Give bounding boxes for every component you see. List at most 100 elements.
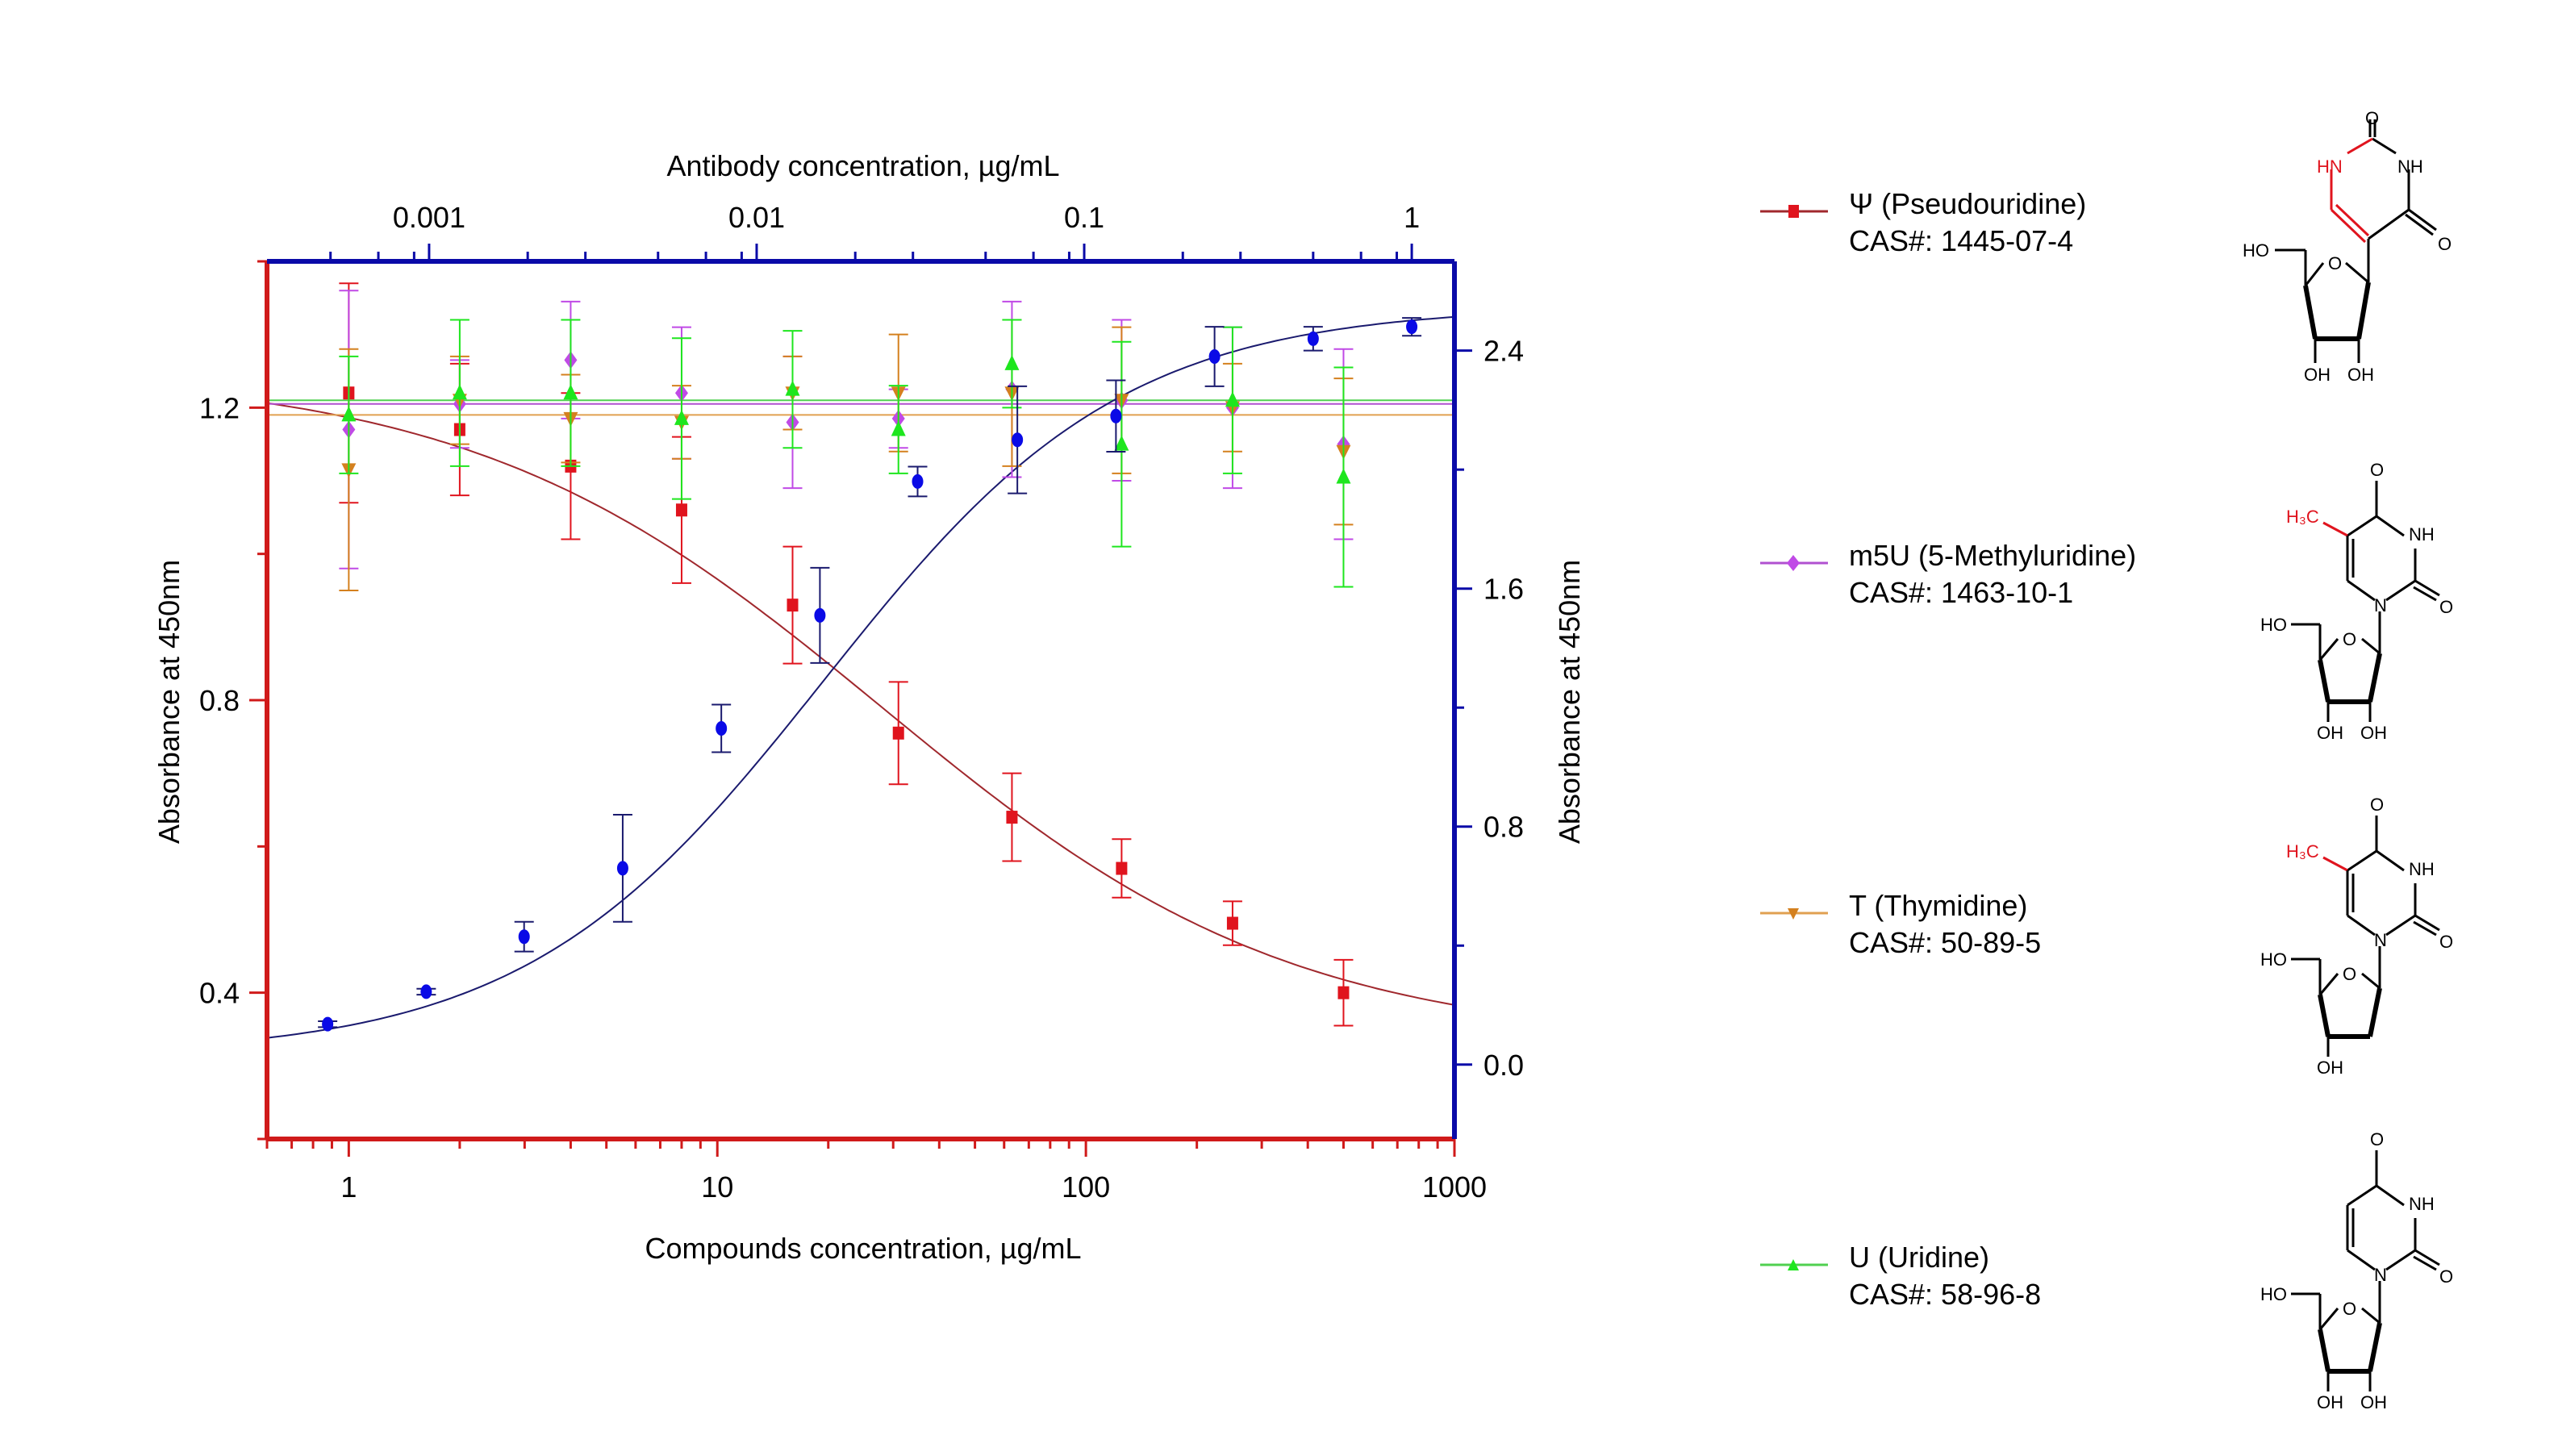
svg-text:NH: NH [2397, 156, 2423, 177]
data-point-circle [322, 1016, 334, 1032]
legend-item-pseudouridine: Ψ (Pseudouridine) CAS#: 1445-07-4 [1759, 187, 2323, 284]
svg-text:OH: OH [2317, 1058, 2343, 1077]
svg-text:N: N [2374, 595, 2387, 615]
svg-text:OH: OH [2317, 723, 2343, 742]
svg-text:HO: HO [2260, 615, 2287, 635]
svg-text:O: O [2370, 460, 2384, 480]
y2-tick-label: 1.6 [1483, 573, 1524, 606]
data-point-circle [716, 721, 728, 736]
data-point-triangle-up [891, 420, 906, 436]
svg-text:NH: NH [2409, 859, 2435, 879]
svg-text:O: O [2343, 964, 2356, 984]
data-point-triangle-up [1114, 435, 1129, 451]
legend-cas: CAS#: 1463-10-1 [1849, 576, 2074, 609]
data-point-square [1116, 862, 1128, 875]
svg-text:O: O [2343, 629, 2356, 649]
top-x-axis-title: Antibody concentration, µg/mL [666, 149, 1059, 182]
data-point-triangle-up [1336, 468, 1351, 484]
svg-text:HO: HO [2260, 1284, 2287, 1304]
svg-text:O: O [2439, 597, 2453, 617]
legend-name: Ψ (Pseudouridine) [1849, 187, 2087, 220]
legend-marker-triangle-up-icon [1760, 1259, 1828, 1270]
x2-tick-label: 1 [1404, 201, 1420, 234]
fit-curve-0 [266, 402, 1455, 1006]
data-point-circle [814, 607, 826, 623]
thymidine-structure-icon: O H₃C NH N O O HO OH [2260, 795, 2453, 1077]
data-point-square [1226, 916, 1238, 930]
data-point-circle [518, 929, 530, 945]
svg-text:O: O [2370, 1129, 2384, 1149]
svg-text:N: N [2374, 1265, 2387, 1285]
legend-name: U (Uridine) [1849, 1241, 1990, 1274]
y2-tick-label: 0.0 [1483, 1049, 1524, 1082]
data-point-circle [1110, 408, 1122, 423]
data-point-triangle-up [674, 409, 689, 425]
svg-text:O: O [2439, 1266, 2453, 1287]
data-point-square [1006, 811, 1018, 824]
x2-tick-label: 0.001 [393, 201, 465, 234]
data-point-circle [1406, 319, 1418, 335]
y2-tick-label: 0.8 [1483, 811, 1524, 844]
x-tick-label: 10 [701, 1170, 733, 1204]
svg-text:HN: HN [2317, 156, 2343, 177]
dose-response-chart: 1 10 100 1000 0.001 0.01 0.1 1 0.4 0.8 1.2 0.0 0.8 1.… [152, 149, 1586, 1265]
svg-text:NH: NH [2409, 524, 2435, 544]
pseudouridine-structure-icon: O NH HN O O HO OH OH [2243, 108, 2452, 385]
data-point-circle [420, 984, 432, 999]
legend-item-thymidine: T (Thymidine) CAS#: 50-89-5 [1759, 889, 2323, 986]
x2-tick-label: 0.1 [1064, 201, 1104, 234]
data-point-square [1337, 986, 1350, 999]
legend-cas: CAS#: 50-89-5 [1849, 926, 2042, 959]
legend-name: m5U (5-Methyluridine) [1849, 539, 2137, 572]
y-tick-label: 0.4 [199, 977, 240, 1010]
x2-tick-label: 0.01 [728, 201, 785, 234]
legend-cas: CAS#: 58-96-8 [1849, 1278, 2042, 1311]
legend-marker-triangle-down-icon [1760, 908, 1828, 920]
y-tick-label: 1.2 [199, 391, 240, 424]
data-point-circle [616, 861, 628, 876]
svg-text:OH: OH [2317, 1392, 2343, 1412]
svg-text:O: O [2439, 932, 2453, 952]
legend-cas: CAS#: 1445-07-4 [1849, 224, 2074, 257]
data-point-circle [1208, 349, 1221, 365]
data-point-triangle-up [1225, 391, 1240, 407]
svg-text:OH: OH [2347, 365, 2374, 385]
data-point-square [892, 726, 904, 740]
svg-text:O: O [2438, 234, 2452, 254]
right-y-axis-title: Absorbance at 450nm [1553, 560, 1586, 844]
uridine-structure-icon: O NH N O O HO OH OH [2260, 1129, 2453, 1412]
svg-text:O: O [2365, 108, 2379, 128]
svg-text:HO: HO [2260, 949, 2287, 970]
svg-text:N: N [2374, 930, 2387, 950]
axes: 1 10 100 1000 0.001 0.01 0.1 1 0.4 0.8 1.2 0.0 0.8 1.… [199, 201, 1524, 1204]
y-tick-label: 0.8 [199, 684, 240, 717]
legend-item-5-methyluridine: m5U (5-Methyluridine) CAS#: 1463-10-1 [1759, 539, 2323, 636]
svg-text:OH: OH [2304, 365, 2331, 385]
x-tick-label: 1000 [1422, 1170, 1487, 1204]
svg-text:H₃C: H₃C [2286, 841, 2319, 862]
svg-text:O: O [2370, 795, 2384, 815]
data-point-square [787, 599, 799, 612]
x-tick-label: 1 [340, 1170, 357, 1204]
svg-text:O: O [2343, 1299, 2356, 1319]
svg-text:NH: NH [2409, 1194, 2435, 1214]
y2-tick-label: 2.4 [1483, 335, 1524, 368]
fit-curve-4 [266, 315, 1455, 1039]
data-point-triangle-up [341, 406, 357, 422]
bottom-x-axis-title: Compounds concentration, µg/mL [645, 1232, 1081, 1265]
left-y-axis-title: Absorbance at 450nm [152, 560, 186, 844]
data-point-circle [1012, 432, 1024, 448]
data-point-circle [1307, 331, 1319, 346]
data-point-triangle-up [452, 384, 467, 400]
legend-marker-diamond-icon [1760, 555, 1828, 571]
data-point-triangle-up [1004, 354, 1020, 370]
x-tick-label: 100 [1062, 1170, 1110, 1204]
legend-item-uridine: U (Uridine) CAS#: 58-96-8 [1759, 1241, 2323, 1337]
svg-text:OH: OH [2360, 723, 2387, 742]
5-methyluridine-structure-icon: O H₃C NH N O O HO OH OH [2260, 460, 2453, 742]
svg-text:H₃C: H₃C [2286, 507, 2319, 527]
svg-text:O: O [2328, 253, 2342, 273]
legend-name: T (Thymidine) [1849, 889, 2028, 922]
plot-area [266, 282, 1455, 1039]
data-point-circle [912, 474, 924, 489]
